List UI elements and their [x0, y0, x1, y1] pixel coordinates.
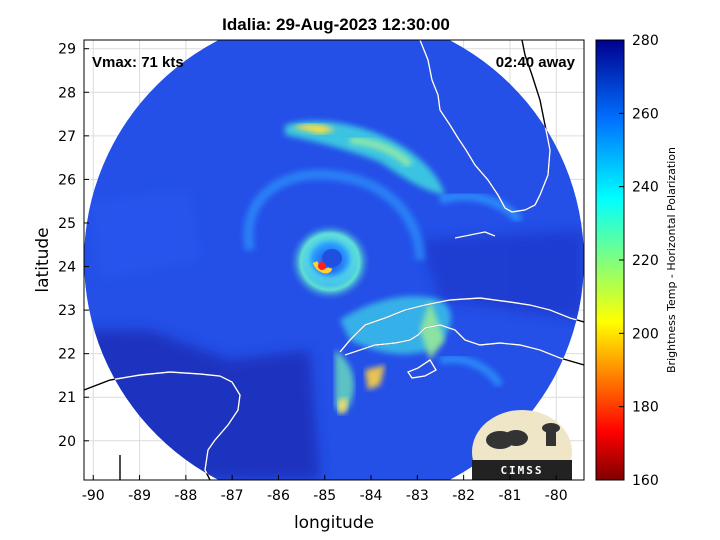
- colorbar-tick-label: 200: [632, 326, 659, 342]
- vmax-annotation: Vmax: 71 kts: [92, 54, 184, 71]
- plot-area: CIMSS Vmax: 71 kts 02:40 away: [84, 40, 584, 480]
- y-tick-label: 28: [58, 85, 76, 101]
- logo-text: CIMSS: [500, 464, 543, 477]
- colorbar: 160 180 200 220 240 260 280 Brightness Temp - …: [595, 33, 678, 489]
- colorbar-label: Brightness Temp - Horizontal Polarizatio…: [665, 147, 678, 373]
- x-tick-label: -90: [82, 488, 105, 504]
- x-tick-label: -84: [360, 488, 383, 504]
- colorbar-tick-label: 180: [632, 400, 659, 416]
- x-tick-label: -80: [545, 488, 568, 504]
- y-tick-label: 22: [58, 347, 76, 363]
- y-tick-label: 29: [58, 42, 76, 58]
- chart-title: Idalia: 29-Aug-2023 12:30:00: [222, 15, 450, 34]
- colorbar-tick-label: 220: [632, 253, 659, 269]
- y-tick-label: 23: [58, 303, 76, 319]
- x-axis: -90 -89 -88 -87 -86 -85 -84 -83 -82 -81 -80: [82, 475, 568, 504]
- y-axis-label: latitude: [33, 227, 53, 292]
- time-away-annotation: 02:40 away: [496, 54, 576, 71]
- x-tick-label: -82: [452, 488, 475, 504]
- y-tick-label: 26: [58, 172, 76, 188]
- x-tick-label: -88: [174, 488, 197, 504]
- x-tick-label: -89: [128, 488, 151, 504]
- x-tick-label: -86: [267, 488, 290, 504]
- axes-frame: [83, 39, 585, 481]
- y-axis: 20 21 22 23 24 25 26 27 28 29: [58, 42, 89, 450]
- colorbar-tick-label: 160: [632, 473, 659, 489]
- y-tick-label: 20: [58, 434, 76, 450]
- y-tick-label: 25: [58, 216, 76, 232]
- y-tick-label: 27: [58, 129, 76, 145]
- x-tick-label: -87: [221, 488, 244, 504]
- x-tick-label: -81: [498, 488, 521, 504]
- colorbar-ticks: 160 180 200 220 240 260 280: [619, 33, 659, 489]
- colorbar-tick-label: 240: [632, 180, 659, 196]
- x-tick-label: -83: [406, 488, 429, 504]
- x-axis-label: longitude: [294, 513, 374, 533]
- brightness-temp-swath: [84, 40, 584, 480]
- x-tick-label: -85: [313, 488, 336, 504]
- colorbar-tick-label: 280: [632, 33, 659, 49]
- colorbar-tick-label: 260: [632, 106, 659, 122]
- cimss-logo: CIMSS: [472, 410, 572, 480]
- y-tick-label: 24: [58, 260, 76, 276]
- y-tick-label: 21: [58, 390, 76, 406]
